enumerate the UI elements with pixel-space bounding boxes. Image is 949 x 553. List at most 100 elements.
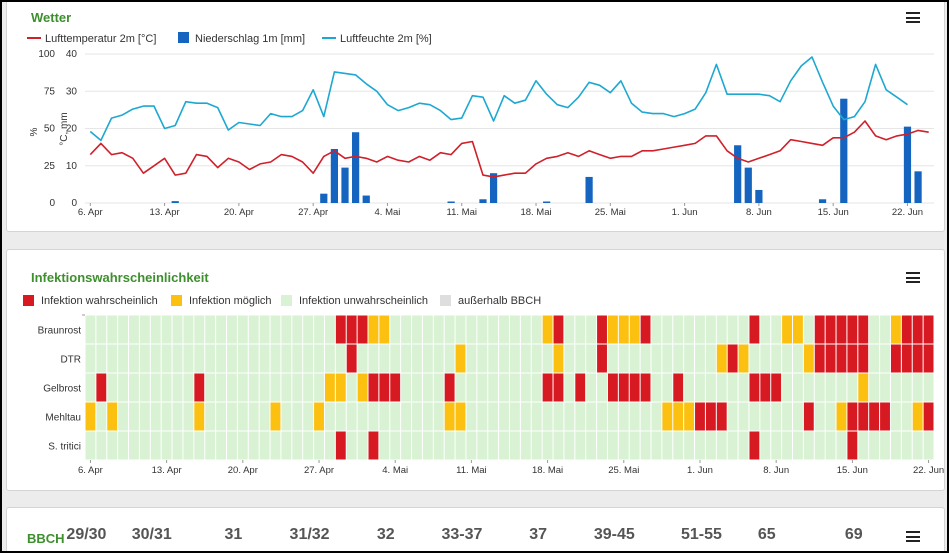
heatmap-cell <box>444 402 455 431</box>
heatmap-cell <box>890 344 901 373</box>
x-tick-label: 25. Mai <box>608 465 639 476</box>
weather-menu-icon[interactable] <box>906 12 920 23</box>
heatmap-cell <box>401 315 412 344</box>
heatmap-cell <box>662 402 673 431</box>
bbch-menu-icon[interactable] <box>906 531 920 542</box>
heatmap-cell <box>357 344 368 373</box>
heatmap-cell <box>716 315 727 344</box>
heatmap-cell <box>477 344 488 373</box>
heatmap-cell <box>684 431 695 460</box>
heatmap-cell <box>303 402 314 431</box>
heatmap-cell <box>335 344 346 373</box>
heatmap-cell <box>161 373 172 402</box>
rain-bar <box>903 126 912 203</box>
heatmap-cell <box>172 315 183 344</box>
heatmap-cell <box>259 373 270 402</box>
heatmap-cell <box>890 315 901 344</box>
heatmap-cell <box>346 373 357 402</box>
heatmap-cell <box>379 373 390 402</box>
heatmap-cell <box>488 431 499 460</box>
heatmap-cell <box>216 402 226 431</box>
legend-label-2: Infektion unwahrscheinlich <box>299 295 428 307</box>
heatmap-cell <box>227 402 237 431</box>
bbch-stage-label: 37 <box>529 526 548 543</box>
heatmap-cell <box>782 402 792 431</box>
heatmap-cell <box>553 344 564 373</box>
heatmap-cell <box>390 431 401 460</box>
heatmap-cell <box>96 402 107 431</box>
rain-bar <box>914 171 922 203</box>
heatmap-cell <box>335 431 346 460</box>
heatmap-cell <box>738 373 749 402</box>
heatmap-cell <box>303 344 314 373</box>
heatmap-cell <box>531 373 542 402</box>
rain-bar <box>543 201 551 203</box>
heatmap-cell <box>814 373 825 402</box>
heatmap-cell <box>183 344 194 373</box>
heatmap-cell <box>760 431 771 460</box>
heatmap-cell <box>880 373 890 402</box>
bbch-stage-label: 29/30 <box>66 526 107 543</box>
heatmap-cell <box>455 344 466 373</box>
heatmap-cell <box>248 344 259 373</box>
heatmap-cell <box>401 402 412 431</box>
heatmap-cell <box>869 402 880 431</box>
x-tick-label: 11. Mai <box>447 207 477 218</box>
heatmap-cell <box>869 315 880 344</box>
heatmap-cell <box>150 315 161 344</box>
heatmap-cell <box>357 315 368 344</box>
heatmap-cell <box>847 344 858 373</box>
heatmap-cell <box>847 431 858 460</box>
heatmap-cell <box>727 402 738 431</box>
heatmap-cell <box>466 402 477 431</box>
heatmap-cell <box>96 431 107 460</box>
legend-swatch-2 <box>281 295 292 306</box>
heatmap-cell <box>368 344 379 373</box>
heatmap-cell <box>629 344 640 373</box>
heatmap-cell <box>771 431 782 460</box>
heatmap-cell <box>444 344 455 373</box>
heatmap-cell <box>749 431 760 460</box>
heatmap-cell <box>705 402 716 431</box>
heatmap-cell <box>749 373 760 402</box>
heatmap-cell <box>499 431 509 460</box>
heatmap-cell <box>444 373 455 402</box>
bbch-stage-label: 51-55 <box>680 526 722 543</box>
heatmap-cell <box>814 315 825 344</box>
heatmap-cell <box>205 402 216 431</box>
rain-bar <box>330 148 339 203</box>
rain-bar <box>744 167 752 203</box>
rain-bar <box>489 173 498 203</box>
heatmap-cell <box>716 431 727 460</box>
heatmap-cell <box>412 431 422 460</box>
heatmap-cell <box>194 373 205 402</box>
heatmap-cell <box>782 373 792 402</box>
heatmap-cell <box>858 315 869 344</box>
heatmap-cell <box>858 431 869 460</box>
heatmap-cell <box>749 344 760 373</box>
row-label: S. tritici <box>48 442 81 453</box>
heatmap-cell <box>477 373 488 402</box>
heatmap-cell <box>923 373 934 402</box>
rain-bar <box>362 195 370 203</box>
heatmap-cell <box>564 402 575 431</box>
heatmap-cell <box>259 315 270 344</box>
heatmap-cell <box>314 373 324 402</box>
legend-label-1: Infektion möglich <box>189 295 272 307</box>
x-tick-label: 18. Mai <box>532 465 563 476</box>
heatmap-cell <box>172 373 183 402</box>
heatmap-cell <box>771 315 782 344</box>
heatmap-cell <box>129 315 139 344</box>
legend-label-0: Infektion wahrscheinlich <box>41 295 158 307</box>
heatmap-cell <box>466 344 477 373</box>
heatmap-cell <box>912 402 923 431</box>
heatmap-cell <box>237 373 248 402</box>
infection-menu-icon[interactable] <box>906 272 920 283</box>
heatmap-cell <box>901 402 912 431</box>
heatmap-cell <box>814 344 825 373</box>
x-tick-label: 15. Jun <box>837 465 868 476</box>
heatmap-cell <box>303 373 314 402</box>
heatmap-cell <box>618 315 629 344</box>
heatmap-cell <box>771 373 782 402</box>
heatmap-cell <box>705 431 716 460</box>
